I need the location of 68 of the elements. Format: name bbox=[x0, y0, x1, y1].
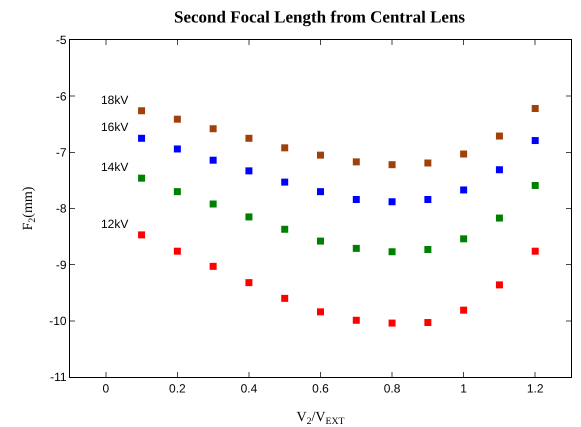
x-tick-label: 1.2 bbox=[526, 381, 544, 396]
point bbox=[496, 166, 503, 174]
point bbox=[317, 308, 324, 316]
point bbox=[210, 200, 217, 208]
point bbox=[138, 174, 146, 182]
y-tick-label: -5 bbox=[56, 33, 67, 48]
point bbox=[496, 214, 503, 222]
point bbox=[317, 152, 324, 159]
point bbox=[174, 116, 181, 123]
point bbox=[245, 167, 252, 174]
point bbox=[460, 150, 468, 158]
point bbox=[210, 262, 217, 270]
point bbox=[424, 246, 432, 253]
y-tick-label: -8 bbox=[56, 202, 67, 216]
y-tick-label: -11 bbox=[50, 370, 67, 384]
point bbox=[352, 196, 360, 204]
point bbox=[245, 213, 252, 220]
y-tick-label: -7 bbox=[56, 146, 67, 160]
point bbox=[424, 319, 432, 326]
point bbox=[424, 196, 432, 204]
point bbox=[460, 186, 468, 194]
chart-title: Second Focal Length from Central Lens bbox=[174, 8, 466, 27]
point bbox=[352, 158, 360, 166]
point bbox=[210, 156, 217, 164]
point bbox=[388, 161, 396, 168]
point bbox=[388, 198, 396, 206]
point bbox=[281, 226, 288, 233]
point bbox=[245, 134, 252, 142]
point bbox=[174, 145, 181, 152]
y-tick-label: -9 bbox=[56, 258, 67, 272]
point bbox=[281, 144, 288, 152]
point bbox=[352, 244, 360, 252]
point bbox=[138, 134, 146, 142]
point bbox=[245, 279, 252, 286]
point bbox=[496, 132, 503, 140]
point bbox=[317, 238, 324, 245]
point bbox=[138, 107, 146, 114]
point bbox=[424, 160, 432, 167]
x-axis-title: V$_{2}$/V$_{EXT}$ bbox=[296, 410, 345, 427]
point bbox=[174, 188, 181, 196]
point bbox=[532, 248, 539, 255]
series-label: 14kV bbox=[101, 160, 128, 174]
point bbox=[532, 137, 539, 144]
point bbox=[317, 188, 324, 196]
point bbox=[388, 248, 396, 256]
x-tick-label: 1 bbox=[460, 381, 468, 396]
point bbox=[388, 320, 396, 327]
point bbox=[460, 235, 468, 242]
series-label: 16kV bbox=[101, 120, 128, 134]
point bbox=[532, 105, 539, 112]
point bbox=[281, 294, 288, 302]
series-label: 12kV bbox=[101, 217, 128, 231]
point bbox=[532, 182, 539, 189]
x-tick-label: 0 bbox=[102, 381, 110, 396]
point bbox=[281, 178, 288, 186]
series-label: 18kV bbox=[101, 93, 128, 107]
x-tick-label: 0.6 bbox=[312, 381, 330, 396]
y-tick-label: -6 bbox=[56, 89, 67, 104]
x-tick-label: 0.8 bbox=[384, 381, 401, 396]
point bbox=[496, 281, 503, 288]
x-tick-label: 0.2 bbox=[169, 381, 186, 396]
point bbox=[460, 306, 468, 314]
point bbox=[138, 231, 146, 238]
point bbox=[352, 316, 360, 324]
y-tick-label: -10 bbox=[49, 314, 67, 328]
x-tick-label: 0.4 bbox=[240, 381, 258, 396]
point bbox=[210, 125, 217, 132]
point bbox=[174, 248, 181, 255]
